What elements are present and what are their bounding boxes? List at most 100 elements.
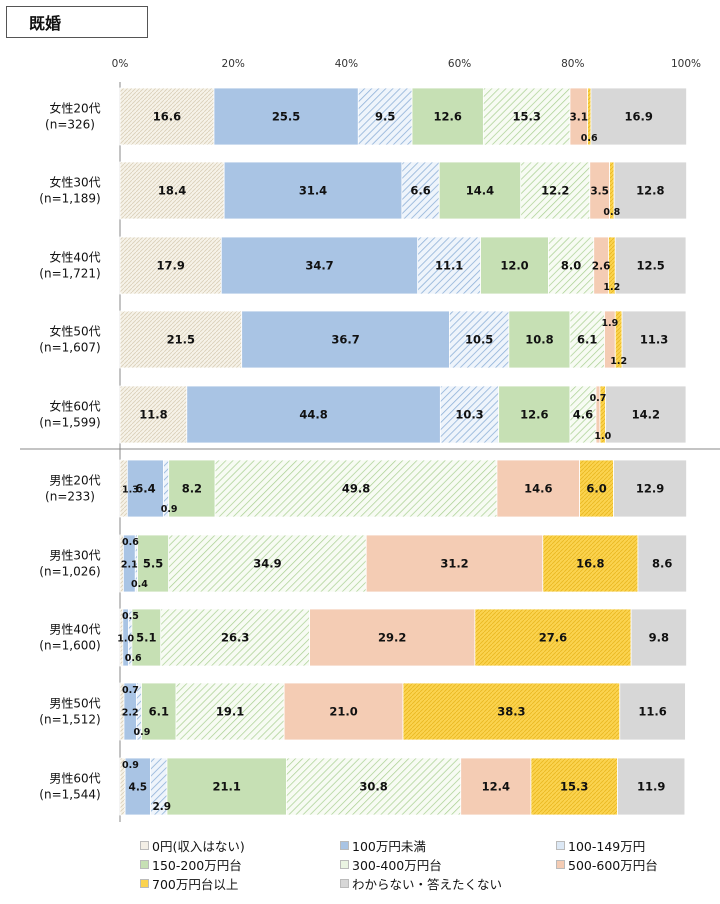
bar-segment [619,682,686,741]
data-label: 17.9 [156,259,184,273]
bar-segment [220,236,419,295]
legend-swatch [340,841,349,850]
bar-segment [119,87,215,146]
bar-segment [119,236,222,295]
legend-label: 150-200万円台 [152,858,242,873]
bar-segment [175,682,285,741]
data-label: 16.9 [625,110,653,124]
data-label: 29.2 [378,631,406,645]
x-tick-label: 40% [335,58,358,70]
bar-segment [548,236,595,295]
legend-swatch [140,860,149,869]
category-label: 男性40代 [49,623,100,637]
bar-segment [605,385,687,444]
data-label: 49.8 [342,482,370,496]
data-label: 0.7 [122,685,139,696]
bar-segment [365,534,544,593]
category-label: 男性20代 [49,474,100,488]
bar-segment [621,310,687,369]
bar-segment [614,236,687,295]
data-label: 11.3 [640,333,668,347]
data-label: 16.6 [153,110,181,124]
data-label: 5.1 [136,631,156,645]
data-label: 30.8 [359,780,387,794]
data-label: 1.9 [601,318,618,329]
stacked-bar-chart: 0% 20% 40% 60% 80% 100% 女性20代 (n=326) 16.6 25.5 9… [20,58,720,822]
data-label: 11.8 [139,408,167,422]
data-label: 9.5 [375,110,395,124]
category-n-label: (n=1,600) [39,639,100,653]
category-label: 女性30代 [49,175,100,190]
legend-label: 500-600万円台 [568,858,658,873]
data-label: 36.7 [331,333,359,347]
bar-segment [480,236,549,295]
category-n-label: (n=326) [45,118,95,132]
bar-segment [474,608,632,667]
bar-segment [137,534,170,593]
data-label: 15.3 [560,780,588,794]
chart-title: 既婚 [29,14,62,33]
bar-segment [168,534,367,593]
legend-item: 100万円未満 [340,836,426,855]
x-tick-label: 20% [222,58,245,70]
data-label: 0.6 [581,133,598,144]
bar-segment [357,87,413,146]
data-label: 6.0 [586,482,606,496]
bar-segment [309,608,476,667]
data-label: 26.3 [221,631,249,645]
data-label: 9.8 [649,631,669,645]
bar-segment [411,87,484,146]
bar-segment [438,161,522,220]
bar-segment [630,608,687,667]
data-label: 1.2 [610,356,627,367]
data-label: 12.6 [434,110,462,124]
data-label: 18.4 [158,184,186,198]
bar-segment [482,87,571,146]
data-label: 0.8 [603,207,620,218]
data-label: 2.1 [121,560,138,571]
category-n-label: (n=1,026) [39,565,100,579]
data-label: 6.1 [149,705,169,719]
legend-label: 100万円未満 [352,839,426,854]
data-label: 25.5 [272,110,300,124]
data-label: 3.1 [569,112,588,124]
data-label: 31.4 [299,184,327,198]
legend-swatch [140,879,149,888]
data-label: 14.4 [466,184,494,198]
data-label: 2.9 [152,801,171,813]
data-label: 12.9 [636,482,664,496]
data-label: 14.6 [524,482,552,496]
legend-swatch [556,860,565,869]
category-n-label: (n=1,721) [39,267,100,281]
bar-segment [141,682,177,741]
bar-segment [569,310,605,369]
data-label: 21.1 [213,780,241,794]
data-label: 34.7 [305,259,333,273]
legend-label: わからない・答えたくない [352,877,503,892]
data-label: 0.9 [122,760,139,771]
legend-item: 500-600万円台 [556,855,658,874]
bar-segment [530,757,618,816]
category-label: 男性30代 [49,549,100,563]
bar-segment [613,459,687,518]
data-label: 21.0 [329,705,357,719]
data-label: 12.4 [482,780,510,794]
bar-segment [617,757,686,816]
bar-segment [119,385,188,444]
legend-item: 0円(収入はない) [140,836,245,855]
legend-item: わからない・答えたくない [340,874,502,893]
category-label: 女性40代 [49,250,100,265]
bar-segment [214,459,498,518]
data-label: 6.6 [410,184,430,198]
bar-segment [286,757,462,816]
data-label: 1.3 [122,485,139,496]
bar-segment [119,161,225,220]
bar-segment [131,608,162,667]
data-label: 21.5 [167,333,195,347]
data-label: 31.2 [440,557,468,571]
legend-label: 300-400万円台 [352,858,442,873]
data-label: 11.9 [637,780,665,794]
data-label: 5.5 [143,557,163,571]
data-label: 2.2 [122,708,139,719]
category-label: 女性60代 [49,399,100,414]
